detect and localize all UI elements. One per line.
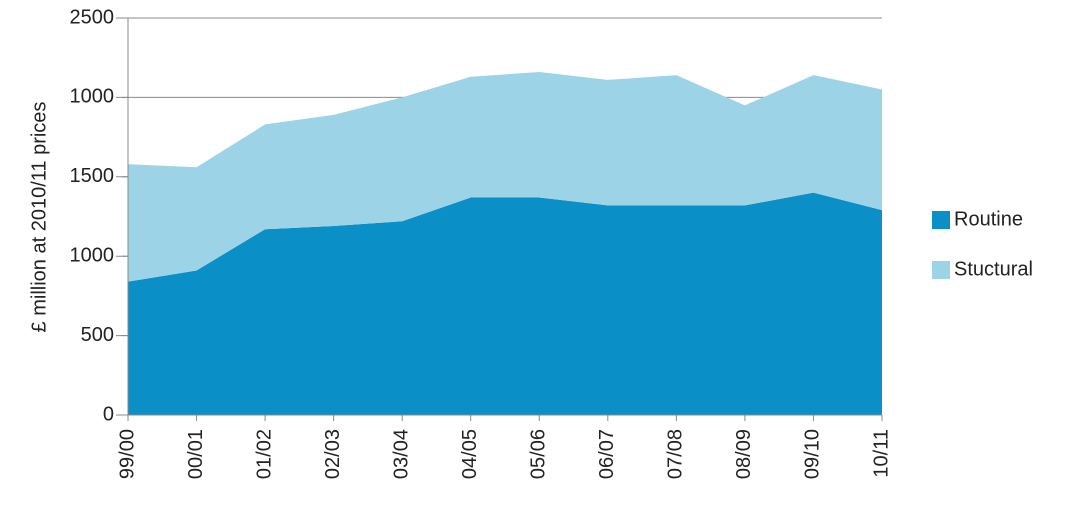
x-tick-label: 03/04 — [390, 429, 412, 479]
x-tick-label: 10/11 — [870, 429, 892, 478]
x-tick-label: 05/06 — [528, 429, 550, 479]
y-tick-label: 500 — [81, 324, 114, 346]
area — [128, 192, 882, 415]
y-axis-title: £ million at 2010/11 prices — [28, 102, 50, 333]
x-tick-label: 99/00 — [116, 429, 138, 479]
y-tick-label: 2500 — [70, 6, 115, 28]
y-tick-label: 0 — [103, 403, 114, 425]
x-tick-label: 02/03 — [322, 429, 344, 479]
area — [128, 71, 882, 282]
x-tick-label: 01/02 — [253, 429, 275, 479]
legend-swatch — [932, 261, 950, 279]
legend-label: Stuctural — [954, 258, 1033, 280]
x-tick-label: 07/08 — [665, 429, 687, 479]
x-tick-label: 08/09 — [733, 429, 755, 479]
x-tick-label: 06/07 — [596, 429, 618, 479]
x-tick-label: 04/05 — [459, 429, 481, 479]
legend-swatch — [932, 211, 950, 229]
x-tick-label: 00/01 — [185, 429, 207, 479]
x-tick-label: 09/10 — [802, 429, 824, 479]
legend-label: Routine — [954, 208, 1023, 230]
y-tick-label: 1000 — [70, 86, 115, 108]
y-tick-label: 1000 — [70, 244, 115, 266]
y-tick-label: 1500 — [70, 165, 115, 187]
